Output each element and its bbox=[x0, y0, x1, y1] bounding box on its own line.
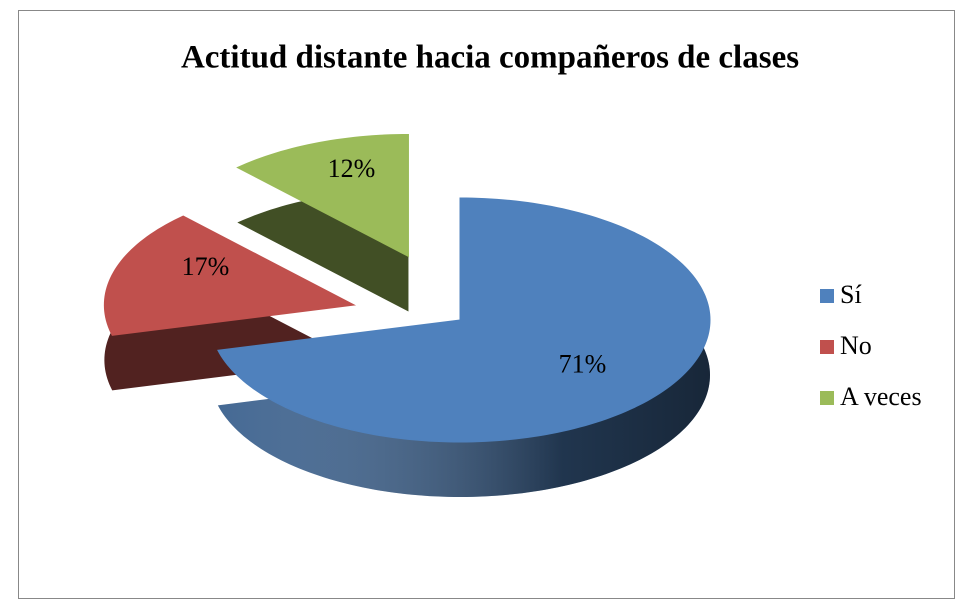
data-label: 17% bbox=[182, 252, 230, 281]
legend-swatch bbox=[820, 340, 834, 354]
slice bbox=[217, 197, 711, 443]
slice bbox=[103, 215, 357, 336]
data-label: 12% bbox=[328, 154, 376, 183]
slice bbox=[236, 133, 409, 258]
legend-swatch bbox=[820, 289, 834, 303]
legend-swatch bbox=[820, 391, 834, 405]
data-label: 71% bbox=[559, 349, 607, 378]
legend-label: No bbox=[840, 331, 872, 360]
legend-label: A veces bbox=[840, 382, 922, 411]
chart-title: Actitud distante hacia compañeros de cla… bbox=[181, 40, 799, 76]
legend-label: Sí bbox=[840, 280, 862, 309]
